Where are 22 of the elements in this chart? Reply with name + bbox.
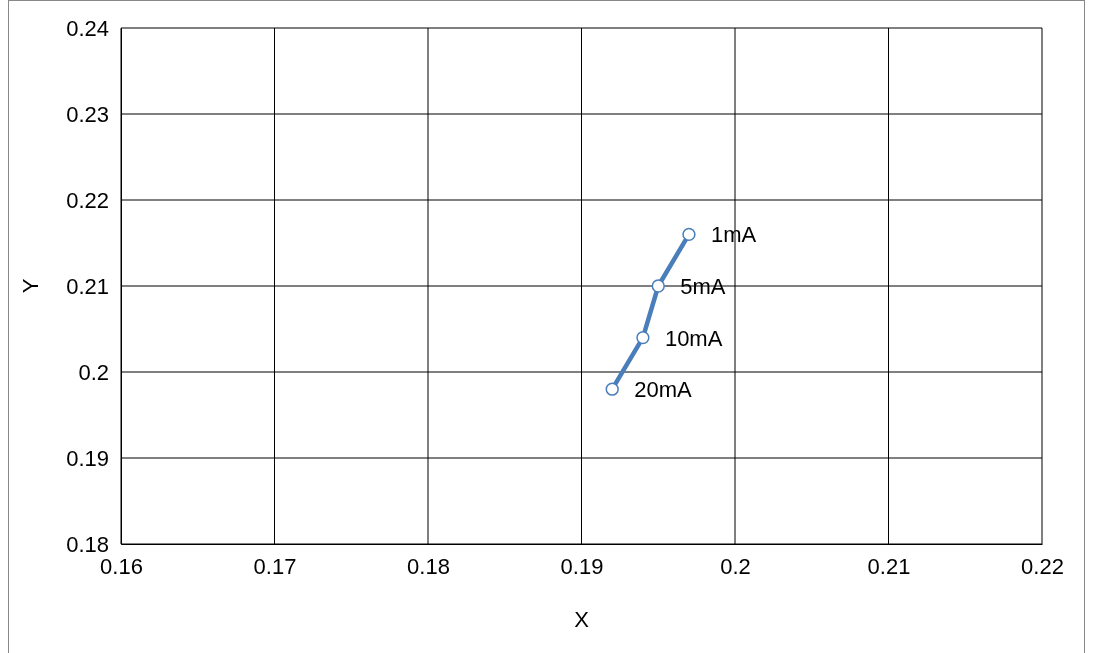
point — [651, 279, 665, 293]
x-axis-title: X — [574, 607, 590, 632]
y-tick-label: 0.22 — [66, 187, 109, 213]
x-tick-label: 0.17 — [253, 553, 297, 579]
x-tick-label: 0.2 — [720, 553, 751, 579]
annotation: 10mA — [664, 325, 723, 351]
y-tick-label: 0.23 — [66, 101, 109, 127]
x-tick-label: 0.21 — [867, 553, 911, 579]
x-tick-label: 0.22 — [1021, 553, 1064, 579]
point — [682, 227, 696, 242]
annotation: 20mA — [634, 377, 692, 403]
y-tick-label: 0.19 — [66, 445, 109, 471]
y-axis-title: Y — [18, 278, 43, 294]
x-tick-label: 0.19 — [560, 553, 604, 579]
y-tick-label: 0.24 — [66, 15, 109, 41]
y-tick-label: 0.2 — [78, 359, 109, 385]
point — [636, 330, 650, 345]
point — [605, 382, 619, 396]
x-tick-label: 0.18 — [407, 553, 450, 579]
annotation: 1mA — [710, 222, 757, 248]
annotation: 5mA — [680, 274, 726, 299]
y-tick-label: 0.21 — [66, 273, 109, 299]
